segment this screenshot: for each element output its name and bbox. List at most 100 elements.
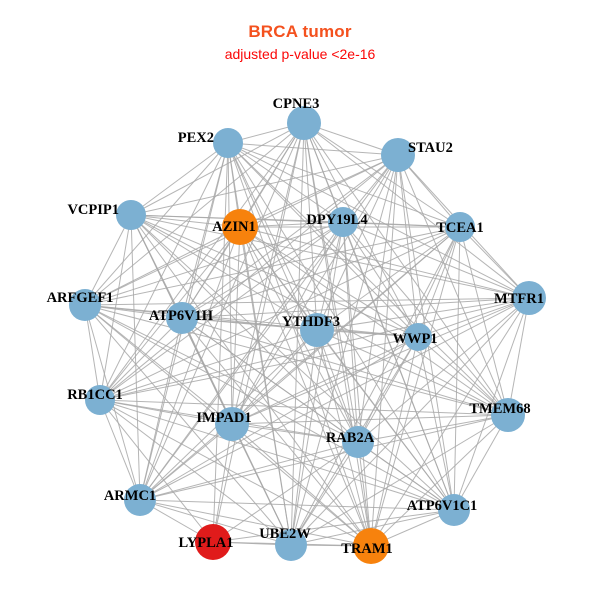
- network-edge: [227, 142, 359, 443]
- network-edge: [130, 142, 229, 216]
- node-label-rab2a: RAB2A: [326, 430, 375, 446]
- node-label-tcea1: TCEA1: [436, 220, 484, 236]
- network-edge: [239, 226, 530, 299]
- network-edge: [342, 221, 530, 299]
- node-label-wwp1: WWP1: [392, 331, 437, 347]
- network-edge: [84, 214, 132, 306]
- network-edge: [139, 154, 399, 501]
- network-edge: [130, 122, 305, 216]
- network-edge: [316, 226, 461, 331]
- network-edge: [290, 509, 455, 546]
- network-node-impad1[interactable]: [215, 407, 249, 441]
- network-edge: [417, 336, 509, 416]
- network-edge: [417, 336, 455, 511]
- network-node-rb1cc1[interactable]: [85, 385, 115, 415]
- network-edge: [303, 122, 530, 299]
- network-edge: [212, 509, 455, 543]
- network-node-dpy19l4[interactable]: [328, 207, 358, 237]
- network-edge: [84, 304, 292, 546]
- network-node-lypla1[interactable]: [195, 524, 231, 560]
- network-edge: [231, 336, 419, 425]
- network-edge: [303, 122, 509, 416]
- network-edge: [303, 122, 419, 338]
- network-edge: [370, 297, 530, 547]
- node-label-azin1: AZIN1: [212, 219, 256, 235]
- network-node-ube2w[interactable]: [275, 529, 307, 561]
- network-edge: [227, 142, 419, 338]
- network-edge: [290, 414, 509, 546]
- network-edge: [139, 423, 233, 501]
- network-edge: [290, 154, 399, 546]
- network-node-arfgef1[interactable]: [69, 289, 101, 321]
- network-edge: [130, 214, 359, 443]
- network-node-stau2[interactable]: [381, 138, 415, 172]
- network-edge: [130, 214, 241, 228]
- network-edge: [227, 142, 461, 228]
- network-edge: [357, 336, 419, 443]
- network-edge: [316, 329, 455, 511]
- network-edge: [231, 423, 292, 546]
- network-edge: [231, 423, 372, 547]
- node-label-tmem68: TMEM68: [469, 401, 530, 417]
- network-edge: [99, 399, 141, 501]
- network-edge: [84, 304, 455, 511]
- network-node-wwp1[interactable]: [404, 323, 432, 351]
- network-edge: [507, 297, 530, 416]
- network-edge: [84, 304, 419, 338]
- network-edge: [227, 142, 344, 223]
- network-edge: [99, 122, 305, 401]
- network-edge: [303, 122, 359, 443]
- network-edge: [84, 142, 229, 306]
- network-edge: [99, 329, 318, 401]
- network-node-rab2a[interactable]: [342, 426, 374, 458]
- network-node-tcea1[interactable]: [445, 212, 475, 242]
- network-node-mtfr1[interactable]: [512, 281, 546, 315]
- network-edge: [181, 221, 344, 319]
- network-edge: [139, 499, 455, 511]
- network-edge: [139, 499, 292, 546]
- node-label-rb1cc1: RB1CC1: [67, 387, 123, 403]
- network-node-atp6v1h[interactable]: [166, 302, 198, 334]
- network-node-tram1[interactable]: [353, 528, 389, 564]
- network-node-pex2[interactable]: [213, 128, 243, 158]
- network-node-atp6v1c1[interactable]: [438, 494, 470, 526]
- network-edge: [139, 226, 461, 501]
- network-edge: [342, 221, 461, 228]
- network-edge: [290, 329, 318, 546]
- network-node-tmem68[interactable]: [491, 398, 525, 432]
- network-edge: [99, 399, 372, 547]
- network-node-cpne3[interactable]: [287, 106, 321, 140]
- node-label-stau2: STAU2: [408, 140, 453, 156]
- network-node-vcpip1[interactable]: [116, 200, 146, 230]
- node-label-cpne3: CPNE3: [273, 96, 320, 112]
- network-edge: [130, 214, 419, 338]
- network-edge: [370, 414, 509, 547]
- network-edge: [397, 154, 419, 338]
- network-edge: [316, 221, 344, 331]
- network-edge: [84, 221, 344, 306]
- network-node-azin1[interactable]: [222, 209, 258, 245]
- network-edge: [139, 297, 530, 501]
- network-edge: [303, 122, 372, 547]
- network-edge: [139, 221, 344, 501]
- network-edge: [84, 304, 509, 416]
- network-edge: [227, 142, 399, 156]
- node-label-atp6v1h: ATP6V1H: [149, 308, 214, 324]
- node-label-ythdf3: YTHDF3: [282, 314, 340, 330]
- network-edge: [370, 226, 461, 547]
- network-edge: [316, 297, 530, 331]
- network-edge: [227, 142, 530, 299]
- network-edge: [99, 142, 229, 401]
- network-node-armc1[interactable]: [124, 484, 156, 516]
- network-edge: [99, 317, 183, 401]
- network-edge: [231, 329, 318, 425]
- network-node-ythdf3[interactable]: [300, 313, 334, 347]
- network-edge: [231, 423, 455, 511]
- network-edge: [130, 214, 455, 511]
- network-edge: [227, 142, 318, 331]
- node-label-atp6v1c1: ATP6V1C1: [407, 498, 478, 514]
- network-edge: [316, 329, 509, 416]
- network-edge: [370, 154, 399, 547]
- network-edge: [239, 226, 372, 547]
